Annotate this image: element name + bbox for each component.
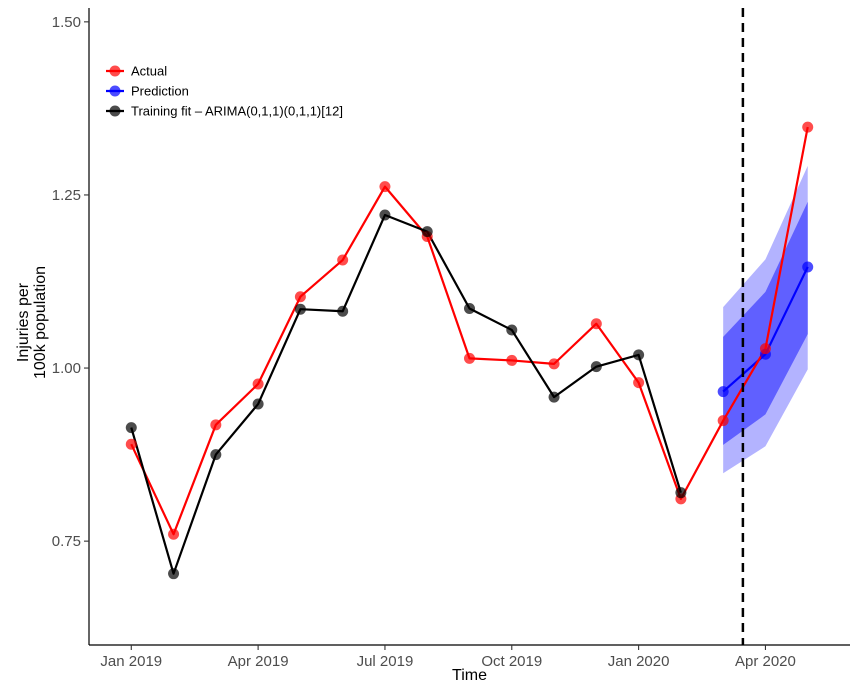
y-tick-label: 0.75 [52, 533, 81, 550]
training-fit-point [125, 422, 137, 434]
x-tick-label: Jan 2019 [100, 653, 162, 670]
training-fit-point [294, 303, 306, 315]
x-tick-label: Apr 2020 [735, 653, 796, 670]
actual-point [337, 254, 349, 266]
legend: Actual Prediction Training fit – ARIMA(0,1… [106, 64, 343, 119]
prediction-legend-swatch-point [109, 85, 121, 97]
actual-point [210, 419, 222, 431]
training-fit-point [379, 209, 391, 221]
y-tick-label: 1.50 [52, 14, 81, 31]
actual-point [506, 354, 518, 366]
training-fit-point [548, 391, 560, 403]
training-fit-point [464, 302, 475, 314]
training-fit-point [633, 349, 645, 361]
prediction-legend-label: Prediction [131, 84, 189, 99]
actual-point [759, 343, 771, 355]
prediction-point [802, 261, 814, 273]
y-axis-title-line: Injuries per [15, 282, 32, 362]
training-fit-point [337, 305, 349, 317]
actual-point [294, 291, 306, 303]
training-fit-point [210, 449, 222, 461]
y-tick-label: 1.00 [52, 360, 81, 377]
y-tick-label: 1.25 [52, 187, 81, 204]
training-fit-legend-swatch-point [109, 105, 121, 117]
x-tick-label: Jan 2020 [608, 653, 670, 670]
actual-point [252, 378, 264, 390]
actual-point [168, 528, 180, 540]
x-axis-title: Time [452, 667, 487, 684]
actual-point [125, 438, 137, 450]
series-points [125, 121, 814, 580]
x-tick-label: Apr 2019 [228, 653, 289, 670]
actual-point [802, 121, 814, 133]
training-fit-point [421, 226, 433, 238]
axes: 0.75 1.00 1.25 1.50 Jan 2019 Apr 2019 Jul 2019… [52, 8, 850, 670]
training-fit-point [675, 487, 687, 499]
actual-point [633, 377, 645, 389]
training-fit-point [506, 324, 518, 336]
training-fit-point [252, 398, 264, 410]
training-fit-point [168, 568, 180, 580]
x-tick-label: Jul 2019 [357, 653, 414, 670]
training-fit-line [130, 213, 682, 575]
actual-point [379, 181, 391, 193]
prediction-point [717, 386, 729, 398]
actual-point [590, 318, 602, 330]
actual-point [717, 415, 729, 427]
training-fit-point [590, 361, 602, 373]
y-axis-title: Injuries per100k population [15, 266, 49, 379]
actual-point [548, 358, 560, 370]
actual-legend-swatch-point [109, 65, 121, 77]
actual-point [464, 352, 475, 364]
actual-legend-label: Actual [131, 64, 167, 79]
y-axis-title-line: 100k population [32, 266, 49, 379]
training-fit-legend-label: Training fit – ARIMA(0,1,1)(0,1,1)[12] [131, 104, 343, 119]
x-tick-label: Oct 2019 [481, 653, 542, 670]
